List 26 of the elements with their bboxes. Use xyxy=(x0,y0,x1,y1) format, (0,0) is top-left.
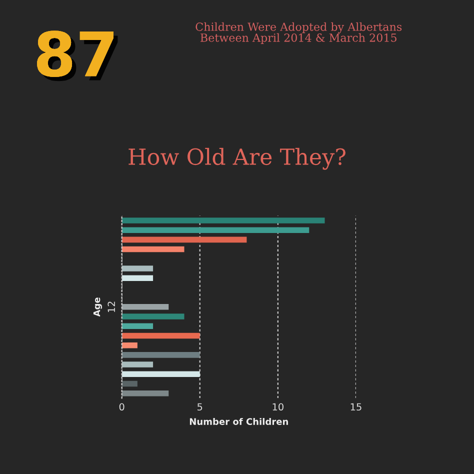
text: 87 xyxy=(37,30,118,82)
x-tick-label: 5 xyxy=(198,403,202,411)
bar xyxy=(122,380,138,387)
bar xyxy=(122,236,247,243)
bar xyxy=(122,218,325,224)
x-tick-label: 10 xyxy=(272,403,284,411)
bar xyxy=(122,352,200,358)
bar xyxy=(122,275,154,281)
bar xyxy=(122,323,154,330)
x-axis-title: Number of Children xyxy=(190,418,288,425)
bar xyxy=(122,266,154,272)
x-tick-label: 0 xyxy=(119,403,124,411)
y-tick-label: 12 xyxy=(108,302,115,312)
bar xyxy=(122,332,200,339)
y-axis-title: Age xyxy=(93,298,102,317)
text: Children Were Adopted by Albertans Between April 2014 & March 2015 xyxy=(196,22,402,44)
bar xyxy=(122,342,138,348)
bar xyxy=(122,246,184,252)
chart-title: How Old Are They? xyxy=(128,148,346,170)
bar xyxy=(122,362,154,368)
bar xyxy=(122,304,169,310)
bar xyxy=(122,227,310,233)
bar xyxy=(122,314,184,320)
bar xyxy=(122,390,169,396)
x-tick-label: 15 xyxy=(350,403,362,411)
bar xyxy=(122,371,200,378)
